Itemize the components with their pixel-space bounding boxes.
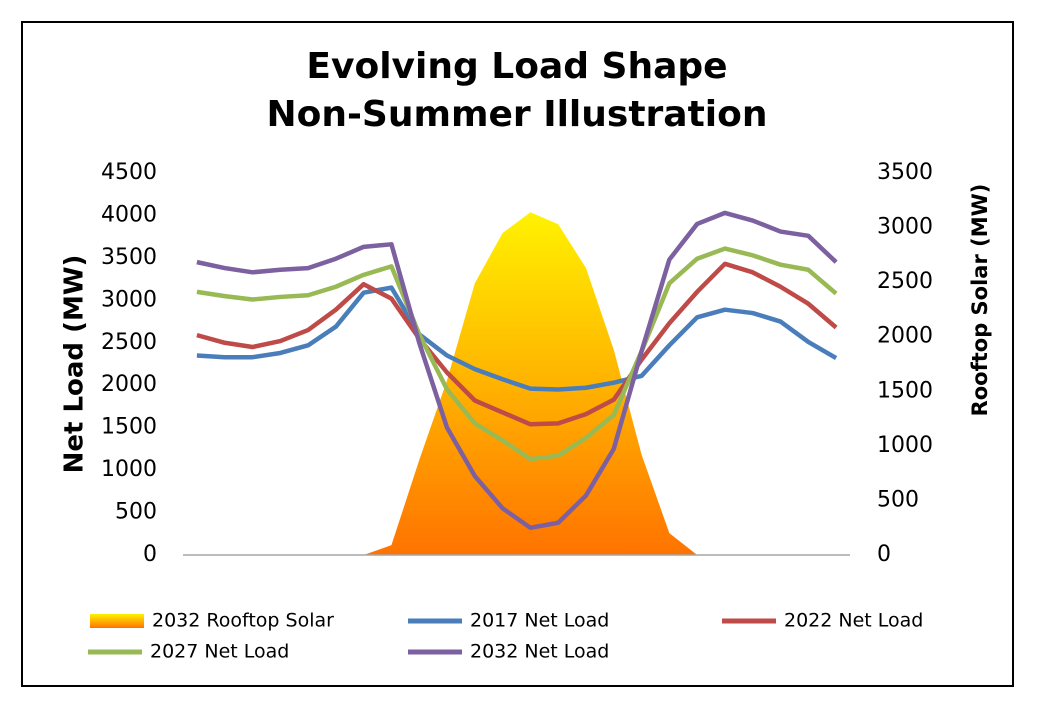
y-tick-label: 1000 xyxy=(101,457,157,482)
y2-tick-label: 1500 xyxy=(877,378,933,403)
y-tick-label: 3000 xyxy=(101,287,157,312)
y-tick-label: 4500 xyxy=(101,160,157,185)
line xyxy=(196,210,838,531)
y-axis-label: Net Load (MW) xyxy=(60,255,90,474)
y2-tick-label: 1000 xyxy=(877,433,933,458)
chart-title: Evolving Load Shape xyxy=(306,46,727,87)
legend-label: 2017 Net Load xyxy=(470,610,609,632)
y2-axis-label: Rooftop Solar (MW) xyxy=(968,184,992,417)
legend-label: 2032 Net Load xyxy=(470,641,609,663)
y-tick-label: 2500 xyxy=(101,330,157,355)
line xyxy=(196,246,838,462)
legend-label: 2032 Rooftop Solar xyxy=(152,610,334,632)
y2-tick-label: 0 xyxy=(877,542,891,567)
legend-label: 2022 Net Load xyxy=(784,610,923,632)
y2-tick-label: 3500 xyxy=(877,160,933,185)
y-tick-label: 0 xyxy=(143,542,157,567)
y2-tick-label: 3000 xyxy=(877,215,933,240)
line xyxy=(196,261,838,427)
plot-area xyxy=(196,210,838,555)
y-tick-label: 4000 xyxy=(101,202,157,227)
y2-tick-label: 2500 xyxy=(877,269,933,294)
y-tick-label: 3500 xyxy=(101,245,157,270)
y-tick-label: 500 xyxy=(115,500,157,525)
chart-title: Non-Summer Illustration xyxy=(266,94,767,135)
y-tick-label: 1500 xyxy=(101,415,157,440)
legend-swatch xyxy=(90,614,144,628)
y2-tick-label: 500 xyxy=(877,487,919,512)
legend-label: 2027 Net Load xyxy=(150,641,289,663)
line xyxy=(196,285,838,392)
y-tick-label: 2000 xyxy=(101,372,157,397)
y2-tick-label: 2000 xyxy=(877,324,933,349)
